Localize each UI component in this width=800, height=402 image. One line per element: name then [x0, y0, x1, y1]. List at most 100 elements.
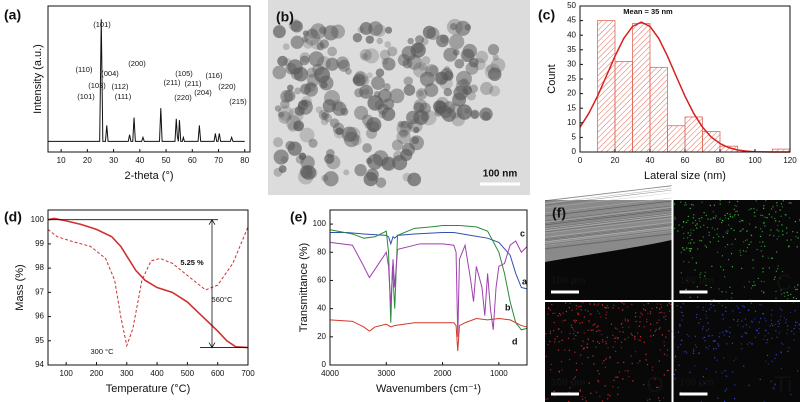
- element-signal: [681, 226, 684, 228]
- element-signal: [778, 322, 780, 325]
- particle: [285, 140, 296, 151]
- element-signal: [689, 234, 691, 237]
- element-signal: [679, 391, 681, 393]
- element-signal: [773, 278, 775, 280]
- element-signal: [697, 306, 699, 308]
- element-signal: [750, 302, 752, 304]
- element-signal: [690, 229, 692, 231]
- element-signal: [603, 359, 605, 362]
- element-signal: [735, 210, 737, 213]
- element-signal: [742, 305, 744, 307]
- element-signal: [755, 226, 757, 228]
- element-signal: [695, 224, 697, 227]
- element-signal: [791, 330, 793, 332]
- particle: [318, 75, 334, 91]
- element-signal: [748, 309, 750, 311]
- element-signal: [741, 347, 743, 350]
- element-signal: [596, 330, 598, 333]
- element-signal: [676, 304, 678, 307]
- element-signal: [586, 346, 588, 348]
- element-signal: [771, 360, 773, 363]
- element-signal: [677, 346, 679, 348]
- sem-streak: [544, 189, 672, 206]
- element-signal: [755, 200, 757, 202]
- element-signal: [773, 235, 775, 237]
- element-signal: [762, 222, 765, 225]
- element-signal: [649, 311, 652, 313]
- element-signal: [650, 335, 652, 337]
- particle: [455, 79, 471, 95]
- element-signal: [558, 312, 561, 315]
- element-signal: [558, 341, 560, 343]
- particle: [403, 84, 416, 96]
- element-signal: [587, 310, 589, 312]
- element-signal: [777, 268, 779, 270]
- element-signal: [795, 288, 797, 291]
- element-signal: [568, 306, 570, 309]
- particle: [481, 111, 491, 121]
- y-axis-title: Transmittance (%): [298, 243, 310, 332]
- x-tick-label: 30: [109, 156, 118, 165]
- particle: [310, 23, 327, 40]
- element-signal: [552, 312, 554, 315]
- particle: [352, 76, 361, 85]
- particle: [278, 165, 287, 173]
- element-signal: [593, 363, 595, 365]
- histogram-bar: [667, 125, 686, 153]
- element-signal: [695, 346, 698, 348]
- x-tick-label: 400: [150, 369, 164, 378]
- element-signal: [615, 376, 617, 378]
- particle: [419, 102, 431, 115]
- element-signal: [718, 235, 720, 238]
- element-signal: [681, 319, 683, 321]
- element-signal: [778, 230, 780, 232]
- y-axis-title: Count: [546, 64, 558, 93]
- annotation: (101): [77, 92, 95, 101]
- annotation: (105): [175, 69, 193, 78]
- element-signal: [751, 320, 753, 322]
- element-signal: [547, 307, 550, 309]
- element-signal: [650, 323, 652, 325]
- sem-streak: [544, 213, 672, 230]
- element-signal: [725, 231, 727, 233]
- element-signal: [612, 386, 614, 388]
- element-signal: [736, 210, 738, 212]
- element-signal: [730, 252, 733, 255]
- element-signal: [568, 358, 571, 361]
- particle: [397, 120, 405, 128]
- particle: [368, 21, 383, 36]
- particle: [273, 137, 284, 148]
- particle: [396, 121, 412, 137]
- element-signal: [677, 331, 680, 333]
- element-signal: [660, 303, 662, 305]
- particle: [365, 35, 374, 44]
- sem-streak: [544, 213, 672, 229]
- element-signal: [731, 342, 734, 344]
- particle: [452, 92, 467, 107]
- element-signal: [713, 304, 715, 307]
- element-signal: [588, 320, 590, 322]
- element-signal: [689, 250, 691, 252]
- element-signal: [781, 206, 784, 208]
- particle: [449, 34, 465, 50]
- element-signal: [752, 267, 754, 269]
- element-signal: [729, 215, 731, 217]
- element-signal: [589, 313, 591, 315]
- element-signal: [656, 306, 658, 309]
- element-signal: [582, 302, 584, 304]
- particle: [280, 99, 290, 109]
- element-signal: [693, 350, 695, 352]
- element-signal: [776, 229, 778, 231]
- element-signal: [574, 319, 576, 321]
- element-signal: [796, 231, 798, 233]
- element-signal: [661, 312, 663, 314]
- element-signal: [682, 303, 685, 305]
- element-signal: [560, 361, 563, 363]
- particle: [488, 67, 502, 81]
- element-signal: [658, 312, 660, 314]
- element-signal: [754, 284, 756, 286]
- element-signal: [597, 341, 599, 343]
- element-signal: [631, 334, 633, 336]
- element-signal: [716, 233, 718, 235]
